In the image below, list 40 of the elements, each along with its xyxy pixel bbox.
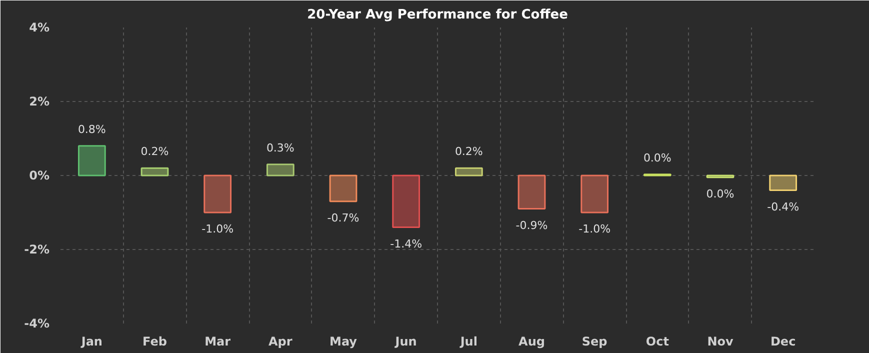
data-label: -0.4% (767, 200, 800, 214)
x-tick-label: Apr (268, 334, 292, 348)
bar (329, 174, 358, 202)
data-label: -1.0% (578, 222, 611, 236)
bar (454, 167, 483, 176)
x-tick-label: May (330, 334, 358, 348)
x-tick-label: Mar (204, 334, 231, 348)
bar (140, 167, 169, 176)
bar (580, 174, 609, 214)
data-label: 0.3% (266, 141, 294, 154)
data-label: -1.0% (202, 222, 234, 236)
bar (518, 174, 546, 210)
x-tick-label: Jan (80, 334, 102, 348)
y-tick-label: 4% (29, 20, 50, 34)
data-label: 0.8% (78, 122, 106, 136)
data-label: 0.0% (706, 187, 734, 200)
bar (78, 145, 106, 176)
bar (204, 174, 232, 214)
data-label: 0.0% (643, 151, 672, 164)
data-label: -0.7% (327, 211, 360, 224)
x-tick-label: Oct (646, 334, 670, 348)
x-tick-label: Aug (518, 334, 545, 348)
x-tick-label: Nov (707, 334, 734, 348)
y-tick-label: 0% (29, 168, 50, 182)
bar (266, 164, 294, 176)
x-tick-label: Sep (582, 334, 608, 348)
data-label: -0.9% (516, 218, 548, 232)
y-tick-label: -4% (24, 316, 50, 330)
data-label: 0.2% (140, 145, 169, 158)
x-tick-label: Jul (459, 334, 478, 348)
chart-title: 20-Year Avg Performance for Coffee (307, 8, 568, 22)
data-label: -1.4% (390, 237, 422, 250)
bar (769, 174, 798, 192)
data-label: 0.2% (454, 145, 483, 158)
x-tick-label: Dec (770, 334, 796, 348)
bar (392, 174, 420, 228)
x-tick-label: Feb (142, 334, 168, 348)
y-tick-label: -2% (24, 242, 50, 256)
x-tick-label: Jun (394, 334, 417, 348)
y-tick-label: 2% (29, 94, 50, 108)
